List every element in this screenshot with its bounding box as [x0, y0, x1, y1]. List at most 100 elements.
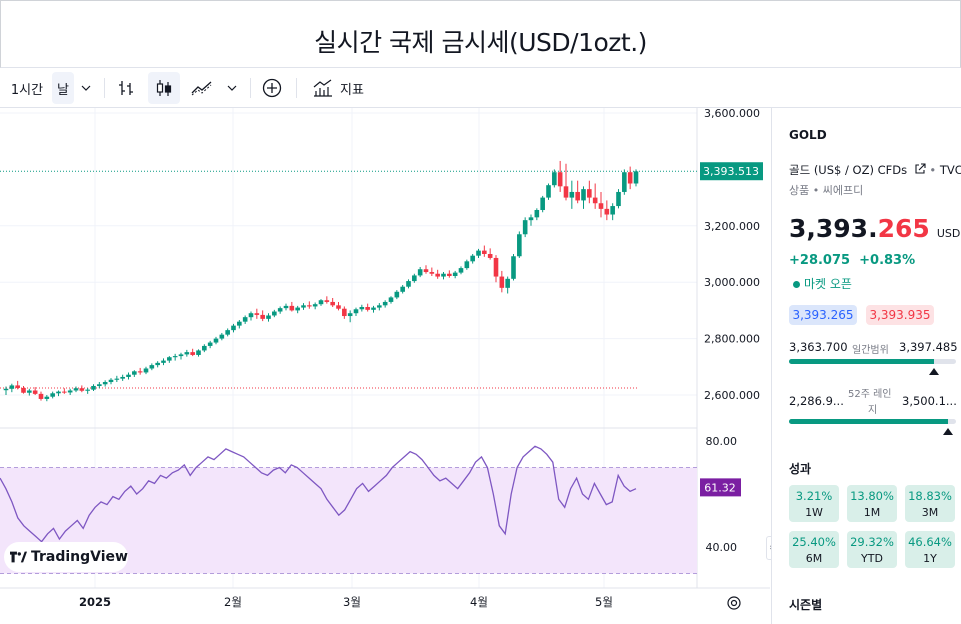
candle-body	[149, 365, 155, 369]
candle-up	[91, 384, 96, 392]
candle-down	[137, 367, 143, 375]
bars-icon	[119, 81, 133, 95]
performance-tile-6m[interactable]: 25.40% 6M	[789, 531, 839, 568]
candle-down	[21, 385, 26, 394]
day-range-label: 일간범위	[852, 345, 889, 356]
candle-body	[627, 172, 633, 184]
candle-up	[633, 169, 639, 187]
candle-body	[126, 374, 131, 377]
indicators-button[interactable]: 지표	[308, 72, 368, 104]
week52-label-line1: 52주 레인	[848, 389, 892, 400]
candle-body	[225, 330, 230, 335]
candle-body	[452, 272, 458, 276]
week52-range-fill	[789, 419, 948, 424]
candle-body	[423, 269, 429, 273]
area-style-button[interactable]	[186, 72, 218, 104]
candle-body	[9, 385, 15, 389]
candle-body	[213, 338, 219, 343]
external-link-icon[interactable]	[914, 163, 926, 175]
candle-body	[202, 345, 207, 351]
bar-style-button[interactable]	[112, 72, 140, 104]
candle-down	[62, 388, 67, 394]
candle-body	[610, 206, 615, 215]
performance-tile-1w[interactable]: 3.21% 1W	[789, 485, 839, 522]
candle-up	[540, 195, 545, 213]
candle-body	[540, 197, 545, 211]
candle-up	[382, 300, 388, 308]
candle-body	[196, 350, 201, 355]
symbol-ticker[interactable]: GOLD	[789, 128, 827, 142]
candle-up	[85, 387, 90, 394]
candle-up	[470, 254, 475, 264]
candle-up	[295, 305, 300, 314]
performance-tile-ytd[interactable]: 29.32% YTD	[847, 531, 897, 568]
candle-body	[476, 250, 481, 256]
last-price-integer: 3,393.	[789, 214, 878, 243]
candle-body	[272, 311, 277, 316]
performance-tile-1y[interactable]: 46.64% 1Y	[905, 531, 955, 568]
candle-up	[464, 259, 470, 270]
time-axis-settings-button[interactable]	[725, 594, 743, 612]
seasonals-title[interactable]: 시즌별	[789, 598, 823, 612]
symbol-description-text[interactable]: 골드 (US$ / OZ) CFDs	[789, 163, 908, 177]
price-axis-label: 3,200.000	[704, 220, 760, 233]
candle-down	[423, 265, 429, 274]
candle-up	[231, 323, 236, 333]
candle-body	[242, 317, 248, 322]
candle-body	[412, 275, 417, 282]
candle-body	[487, 254, 493, 258]
candle-up	[143, 366, 149, 375]
candle-down	[557, 160, 563, 192]
candle-body	[67, 390, 73, 393]
candle-up	[301, 303, 306, 310]
candle-down	[575, 180, 580, 204]
candle-body	[318, 300, 324, 305]
candle-up	[371, 305, 376, 313]
candle-style-button[interactable]	[148, 72, 180, 104]
candle-up	[347, 310, 353, 323]
performance-tile-3m[interactable]: 18.83% 3M	[905, 485, 955, 522]
candle-body	[85, 389, 90, 391]
candle-up	[476, 248, 481, 258]
performance-tile-1m[interactable]: 13.80% 1M	[847, 485, 897, 522]
candle-body	[557, 172, 563, 187]
price-chart[interactable]: 3,600.000 3,200.000 3,000.000 2,800.000 2,60…	[0, 107, 776, 624]
time-axis-label: 5월	[595, 595, 613, 609]
candle-up	[50, 391, 55, 399]
chart-toolbar: 1시간 날 지표	[0, 68, 961, 108]
price-currency: USD	[936, 227, 961, 240]
day-range-bar	[789, 359, 956, 364]
candle-body	[546, 185, 551, 198]
candle-body	[359, 307, 365, 310]
compare-button[interactable]	[258, 72, 286, 104]
candle-body	[172, 356, 178, 358]
tradingview-logo[interactable]: TradingView	[4, 542, 128, 572]
candle-down	[493, 255, 499, 283]
candle-up	[546, 183, 551, 200]
candle-up	[569, 180, 575, 209]
candle-down	[499, 270, 505, 293]
candle-up	[149, 363, 155, 371]
candle-body	[237, 321, 242, 326]
candle-body	[3, 388, 9, 391]
candle-down	[342, 306, 347, 319]
toolbar-divider	[296, 78, 297, 98]
candle-body	[307, 305, 312, 307]
interval-day-button[interactable]: 날	[52, 72, 74, 104]
candle-up	[312, 302, 318, 310]
candle-down	[627, 166, 633, 190]
candle-body	[528, 217, 534, 221]
candle-down	[447, 270, 452, 278]
candle-body	[382, 301, 388, 306]
interval-1h-button[interactable]: 1시간	[10, 82, 44, 98]
candle-up	[207, 340, 213, 349]
candle-down	[190, 348, 195, 357]
time-axis-label: 2월	[224, 595, 242, 609]
candle-body	[429, 272, 435, 274]
candle-up	[622, 169, 627, 195]
interval-dropdown-button[interactable]	[76, 72, 96, 104]
candle-body	[21, 387, 26, 393]
chart-type-dropdown-button[interactable]	[222, 72, 242, 104]
candle-body	[295, 307, 300, 311]
candle-body	[190, 352, 195, 355]
